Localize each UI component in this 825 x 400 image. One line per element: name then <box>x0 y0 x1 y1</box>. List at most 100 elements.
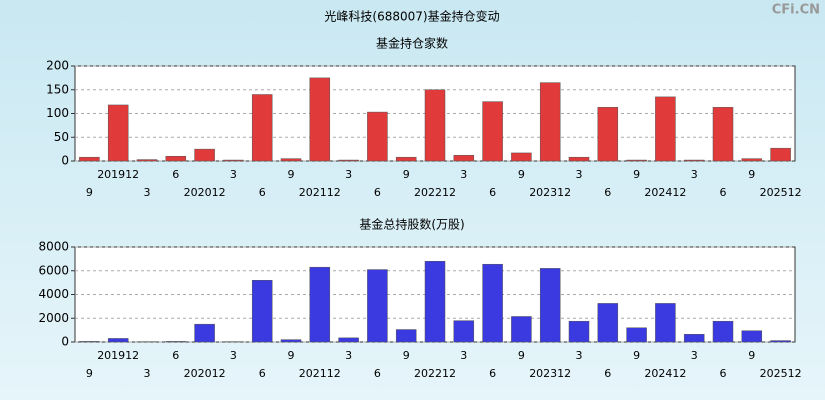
bar <box>741 158 763 162</box>
x-tick-label: 3 <box>691 168 698 181</box>
chart-title: 基金总持股数(万股) <box>359 217 464 232</box>
x-tick-label: 3 <box>460 349 467 362</box>
x-tick-label: 201912 <box>97 349 139 362</box>
bar <box>194 148 215 162</box>
bar <box>539 268 561 343</box>
y-tick-label: 8000 <box>38 240 69 254</box>
x-tick-label: 3 <box>345 349 352 362</box>
x-tick-label: 3 <box>230 349 237 362</box>
x-tick-label: 9 <box>633 349 640 362</box>
x-tick-label: 3 <box>691 349 698 362</box>
bar <box>626 159 647 162</box>
bar <box>165 156 187 162</box>
x-tick-label: 6 <box>374 367 381 380</box>
bar <box>136 159 158 162</box>
bar <box>539 82 561 162</box>
bar <box>453 155 475 162</box>
bar <box>597 107 619 162</box>
bar <box>424 261 446 343</box>
bar <box>655 96 676 162</box>
bar <box>309 266 331 343</box>
x-tick-label: 202512 <box>760 186 802 199</box>
bar <box>367 269 388 343</box>
y-tick-label: 50 <box>54 130 69 144</box>
bar <box>511 152 532 162</box>
bar <box>367 111 388 162</box>
x-tick-label: 3 <box>230 168 237 181</box>
bar <box>309 77 331 162</box>
x-tick-label: 202412 <box>644 186 686 199</box>
x-tick-label: 3 <box>576 349 583 362</box>
x-tick-label: 202212 <box>414 367 456 380</box>
bar <box>395 329 417 343</box>
x-tick-label: 9 <box>518 168 525 181</box>
bar <box>338 159 359 162</box>
bar <box>482 101 503 162</box>
bar <box>568 156 590 162</box>
x-tick-label: 3 <box>144 367 151 380</box>
x-tick-label: 9 <box>403 349 410 362</box>
x-tick-label: 6 <box>172 168 179 181</box>
x-tick-label: 9 <box>288 168 295 181</box>
x-tick-label: 6 <box>259 367 266 380</box>
bar <box>712 320 734 343</box>
bar <box>626 327 647 343</box>
bar <box>251 94 273 162</box>
y-tick-label: 200 <box>46 59 69 73</box>
x-tick-label: 202112 <box>299 367 341 380</box>
x-tick-label: 6 <box>604 186 611 199</box>
y-tick-label: 2000 <box>38 311 69 325</box>
x-tick-label: 6 <box>172 349 179 362</box>
x-tick-label: 6 <box>489 367 496 380</box>
page-title: 光峰科技(688007)基金持仓变动 <box>324 9 499 24</box>
x-tick-label: 6 <box>720 186 727 199</box>
x-tick-label: 9 <box>748 349 755 362</box>
x-tick-label: 202012 <box>184 186 226 199</box>
bar <box>482 263 503 343</box>
x-tick-label: 9 <box>86 367 93 380</box>
x-tick-label: 202312 <box>529 186 571 199</box>
x-tick-label: 6 <box>720 367 727 380</box>
bar <box>712 107 734 162</box>
bar <box>395 156 417 162</box>
bar <box>683 159 705 162</box>
bar <box>79 341 100 343</box>
x-tick-label: 3 <box>345 168 352 181</box>
y-tick-label: 150 <box>46 82 69 96</box>
bar <box>251 280 273 343</box>
bar <box>568 320 590 343</box>
x-tick-label: 9 <box>86 186 93 199</box>
x-tick-label: 3 <box>576 168 583 181</box>
bar <box>280 158 302 162</box>
x-tick-label: 202212 <box>414 186 456 199</box>
x-tick-label: 9 <box>633 168 640 181</box>
bar <box>107 104 129 162</box>
x-tick-label: 9 <box>288 349 295 362</box>
x-tick-label: 6 <box>259 186 266 199</box>
x-tick-label: 9 <box>403 168 410 181</box>
bar <box>597 303 619 343</box>
x-tick-label: 202512 <box>760 367 802 380</box>
y-tick-label: 0 <box>61 335 69 349</box>
chart-title: 基金持仓家数 <box>376 36 448 51</box>
bar <box>770 340 791 343</box>
x-tick-label: 9 <box>518 349 525 362</box>
x-tick-label: 201912 <box>97 168 139 181</box>
bar <box>683 334 705 343</box>
bar <box>511 316 532 343</box>
x-tick-label: 202312 <box>529 367 571 380</box>
y-tick-label: 4000 <box>38 287 69 301</box>
x-tick-label: 9 <box>748 168 755 181</box>
watermark: CFi.CN <box>772 3 820 18</box>
y-tick-label: 0 <box>61 154 69 168</box>
y-tick-label: 6000 <box>38 263 69 277</box>
y-tick-label: 100 <box>46 106 69 120</box>
bar <box>424 89 446 162</box>
x-tick-label: 6 <box>489 186 496 199</box>
x-tick-label: 202112 <box>299 186 341 199</box>
bar <box>770 147 791 162</box>
bar <box>338 337 359 343</box>
x-tick-label: 3 <box>144 186 151 199</box>
bar <box>165 341 187 343</box>
